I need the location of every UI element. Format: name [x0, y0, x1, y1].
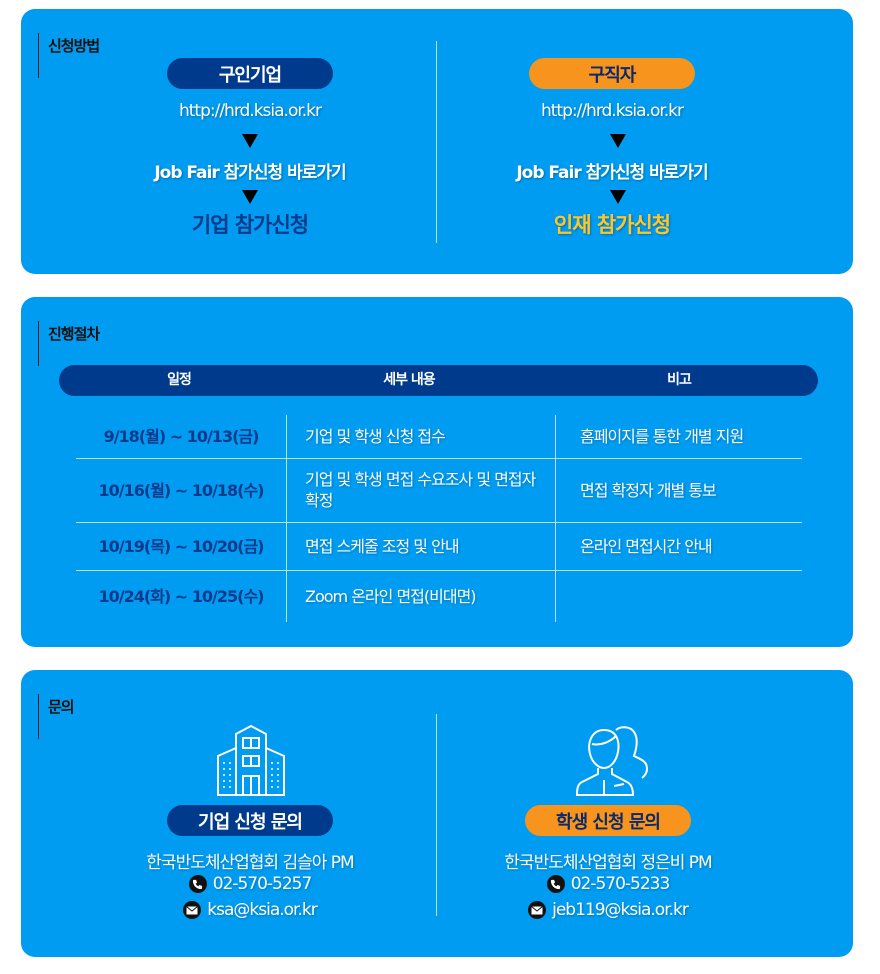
- column-divider: [286, 523, 287, 570]
- column-divider: [555, 415, 556, 458]
- row-date: 10/19(목) ~ 10/20(금): [98, 537, 265, 556]
- company-apply-link[interactable]: 기업 참가신청: [191, 213, 309, 237]
- column-divider: [555, 458, 556, 522]
- student-contact-name: 한국반도체산업협회 정은비 PM: [504, 853, 712, 873]
- company-inquiry-badge: 기업 신청 문의: [167, 805, 333, 836]
- column-divider: [555, 571, 556, 622]
- company-phone[interactable]: 02-570-5257: [100, 874, 400, 894]
- company-url[interactable]: http://hrd.ksia.or.kr: [178, 101, 322, 121]
- section-title: 신청방법: [48, 37, 100, 55]
- phone-icon: [546, 875, 565, 893]
- row-date: 10/16(월) ~ 10/18(수): [98, 480, 265, 500]
- company-contact-name: 한국반도체산업협회 김슬아 PM: [146, 853, 354, 873]
- row-date: 10/24(화) ~ 10/25(수): [98, 587, 265, 606]
- section-marker: [38, 321, 39, 366]
- arrow-down-icon: [242, 190, 258, 204]
- column-divider: [555, 523, 556, 570]
- seeker-badge: 구직자: [529, 58, 695, 89]
- row-content: 면접 스케줄 조정 및 안내: [305, 537, 460, 556]
- building-icon: [217, 724, 285, 796]
- company-badge: 구인기업: [167, 58, 333, 89]
- row-content: 기업 및 학생 면접 수요조사 및 면접자 확정: [305, 470, 536, 510]
- phone-icon: [188, 875, 207, 893]
- column-divider: [286, 571, 287, 622]
- section-title: 진행절차: [48, 325, 100, 343]
- arrow-down-icon: [610, 190, 626, 204]
- table-header: 일정 세부 내용 비고: [59, 365, 818, 396]
- section-title: 문의: [48, 698, 75, 716]
- table-row: 9/18(월) ~ 10/13(금) 기업 및 학생 신청 접수 홈페이지를 통…: [76, 415, 802, 459]
- process-table: 9/18(월) ~ 10/13(금) 기업 및 학생 신청 접수 홈페이지를 통…: [21, 415, 853, 623]
- company-jobfair-link[interactable]: Job Fair 참가신청 바로가기: [154, 163, 346, 183]
- people-icon: [576, 726, 648, 796]
- phone-number: 02-570-5233: [570, 874, 671, 894]
- row-note: 면접 확정자 개별 통보: [580, 480, 717, 500]
- email-icon: [528, 901, 547, 919]
- student-email[interactable]: jeb119@ksia.or.kr: [458, 900, 758, 920]
- inquiry-section: 문의 기업 신청 문의 한국반도체산업협회 김슬아 PM 02-570-5257…: [21, 670, 853, 957]
- student-inquiry-badge: 학생 신청 문의: [525, 805, 691, 836]
- divider: [436, 41, 437, 243]
- header-note: 비고: [667, 372, 692, 388]
- arrow-down-icon: [242, 134, 258, 148]
- arrow-down-icon: [610, 134, 626, 148]
- email-address: jeb119@ksia.or.kr: [552, 900, 689, 920]
- email-address: ksa@ksia.or.kr: [207, 900, 317, 920]
- seeker-jobfair-link[interactable]: Job Fair 참가신청 바로가기: [516, 163, 708, 183]
- table-row: 10/19(목) ~ 10/20(금) 면접 스케줄 조정 및 안내 온라인 면…: [76, 523, 802, 571]
- company-email[interactable]: ksa@ksia.or.kr: [100, 900, 400, 920]
- header-details: 세부 내용: [383, 372, 435, 388]
- seeker-url[interactable]: http://hrd.ksia.or.kr: [540, 101, 684, 121]
- row-date: 9/18(월) ~ 10/13(금): [103, 427, 260, 446]
- row-note: [580, 571, 802, 622]
- process-section: 진행절차 일정 세부 내용 비고 9/18(월) ~ 10/13(금) 기업 및…: [21, 297, 853, 647]
- email-icon: [183, 901, 202, 919]
- column-divider: [286, 458, 287, 522]
- row-content: Zoom 온라인 면접(비대면): [305, 587, 477, 606]
- seeker-apply-link[interactable]: 인재 참가신청: [553, 213, 671, 237]
- header-schedule: 일정: [167, 372, 192, 388]
- table-row: 10/24(화) ~ 10/25(수) Zoom 온라인 면접(비대면): [76, 571, 802, 622]
- table-row: 10/16(월) ~ 10/18(수) 기업 및 학생 면접 수요조사 및 면접…: [76, 458, 802, 523]
- section-marker: [38, 33, 39, 78]
- row-note: 홈페이지를 통한 개별 지원: [580, 427, 744, 446]
- row-note: 온라인 면접시간 안내: [580, 537, 713, 556]
- row-content: 기업 및 학생 신청 접수: [305, 427, 446, 446]
- apply-section: 신청방법 구인기업 http://hrd.ksia.or.kr Job Fair…: [21, 9, 853, 274]
- phone-number: 02-570-5257: [212, 874, 313, 894]
- divider: [436, 714, 437, 916]
- column-divider: [286, 415, 287, 458]
- section-marker: [38, 694, 39, 739]
- student-phone[interactable]: 02-570-5233: [458, 874, 758, 894]
